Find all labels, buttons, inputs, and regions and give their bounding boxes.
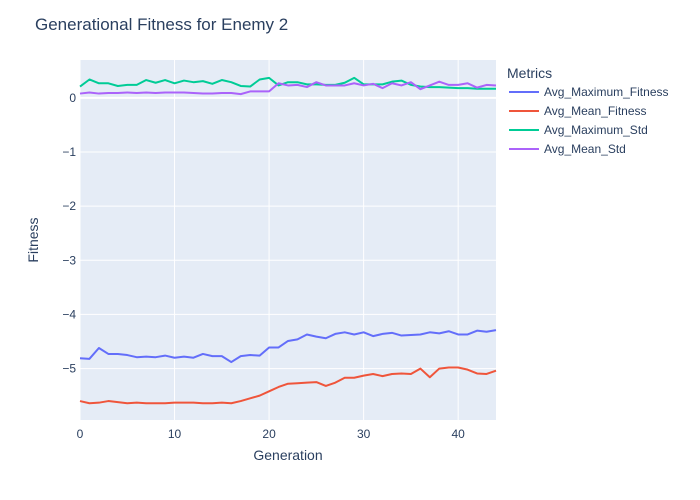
legend-label: Avg_Mean_Std bbox=[544, 142, 626, 156]
series-layer bbox=[79, 76, 497, 405]
y-axis-title: Fitness bbox=[25, 217, 41, 262]
legend-label: Avg_Mean_Fitness bbox=[544, 104, 647, 118]
y-tick-labels: −5 −4 −3 −2 −1 0 bbox=[62, 91, 76, 376]
series-line-avg-mean-std bbox=[79, 80, 497, 96]
x-tick-label: 40 bbox=[452, 427, 466, 441]
series-line-avg-maximum-fitness bbox=[79, 329, 497, 364]
legend-label: Avg_Maximum_Fitness bbox=[544, 85, 669, 99]
x-tick-labels: 0 10 20 30 40 bbox=[77, 427, 466, 441]
x-axis-title: Generation bbox=[253, 447, 322, 463]
legend-title: Metrics bbox=[507, 65, 552, 81]
chart-title: Generational Fitness for Enemy 2 bbox=[35, 15, 288, 34]
y-tick-label: −4 bbox=[62, 307, 76, 321]
x-grid bbox=[79, 60, 459, 420]
legend-item-avg-maximum-std[interactable]: Avg_Maximum_Std bbox=[509, 123, 648, 137]
legend[interactable]: Metrics Avg_Maximum_Fitness Avg_Mean_Fitn… bbox=[507, 65, 669, 156]
y-tick-label: −3 bbox=[62, 253, 76, 267]
x-tick-label: 30 bbox=[357, 427, 371, 441]
legend-label: Avg_Maximum_Std bbox=[544, 123, 648, 137]
legend-item-avg-mean-fitness[interactable]: Avg_Mean_Fitness bbox=[509, 104, 647, 118]
plot-area bbox=[80, 60, 496, 420]
x-tick-label: 20 bbox=[262, 427, 276, 441]
y-tick-label: −5 bbox=[62, 362, 76, 376]
y-tick-label: −1 bbox=[62, 145, 76, 159]
x-tick-label: 10 bbox=[168, 427, 182, 441]
y-grid bbox=[80, 96, 496, 370]
legend-item-avg-maximum-fitness[interactable]: Avg_Maximum_Fitness bbox=[509, 85, 669, 99]
y-tick-label: 0 bbox=[69, 91, 76, 105]
y-tick-label: −2 bbox=[62, 199, 76, 213]
series-line-avg-mean-fitness bbox=[79, 366, 497, 405]
x-tick-label: 0 bbox=[77, 427, 84, 441]
legend-item-avg-mean-std[interactable]: Avg_Mean_Std bbox=[509, 142, 626, 156]
